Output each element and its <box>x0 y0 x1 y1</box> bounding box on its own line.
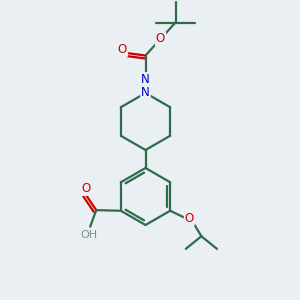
Text: OH: OH <box>80 230 97 240</box>
Text: O: O <box>118 43 127 56</box>
Text: O: O <box>156 32 165 46</box>
Text: N: N <box>141 73 150 86</box>
Text: O: O <box>82 182 91 195</box>
Text: O: O <box>185 212 194 225</box>
Text: N: N <box>141 86 150 100</box>
